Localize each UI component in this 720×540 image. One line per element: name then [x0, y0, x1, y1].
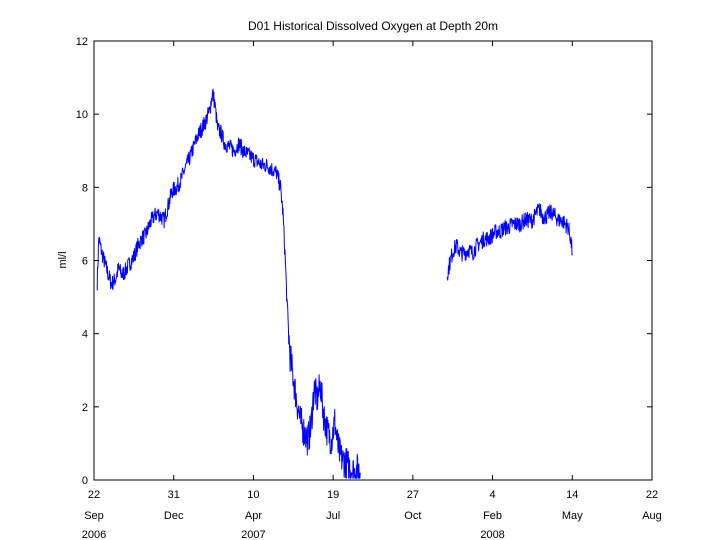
y-axis-label: ml/l: [57, 251, 69, 268]
x-tick-month-label: Feb: [483, 510, 502, 522]
x-tick-day-label: 31: [168, 489, 180, 501]
x-tick-day-label: 22: [646, 489, 658, 501]
x-axis: 22 Sep 2006 31 Dec 10 Apr 2007 19 Jul 27 Oct 4 Feb 200…: [82, 41, 662, 540]
series-line-segment-1: [96, 88, 361, 479]
x-tick-month-label: Dec: [164, 510, 184, 522]
x-tick-month-label: Apr: [245, 510, 262, 522]
x-tick-day-label: 10: [247, 489, 259, 501]
x-tick-day-label: 14: [566, 489, 578, 501]
x-tick-year-label: 2008: [480, 529, 504, 540]
x-tick-month-label: Aug: [642, 510, 662, 522]
y-tick-label: 4: [82, 329, 88, 341]
chart-title: D01 Historical Dissolved Oxygen at Depth…: [248, 19, 498, 33]
y-tick-label: 0: [82, 475, 88, 487]
x-tick-day-label: 22: [88, 489, 100, 501]
data-layer: [96, 88, 573, 479]
x-tick-day-label: 19: [327, 489, 339, 501]
x-tick-year-label: 2007: [241, 529, 265, 540]
x-tick-year-label: 2006: [82, 529, 106, 540]
y-tick-label: 8: [82, 182, 88, 194]
x-tick-month-label: May: [562, 510, 583, 522]
x-tick-day-label: 27: [407, 489, 419, 501]
y-tick-label: 12: [76, 36, 88, 48]
x-tick-month-label: Jul: [326, 510, 340, 522]
y-tick-label: 10: [76, 109, 88, 121]
plot-frame: [93, 40, 653, 481]
series-line-segment-2: [446, 203, 573, 281]
y-tick-label: 6: [82, 256, 88, 268]
x-tick-month-label: Oct: [404, 510, 421, 522]
y-tick-label: 2: [82, 402, 88, 414]
x-tick-month-label: Sep: [84, 510, 104, 522]
x-tick-day-label: 4: [490, 489, 496, 501]
